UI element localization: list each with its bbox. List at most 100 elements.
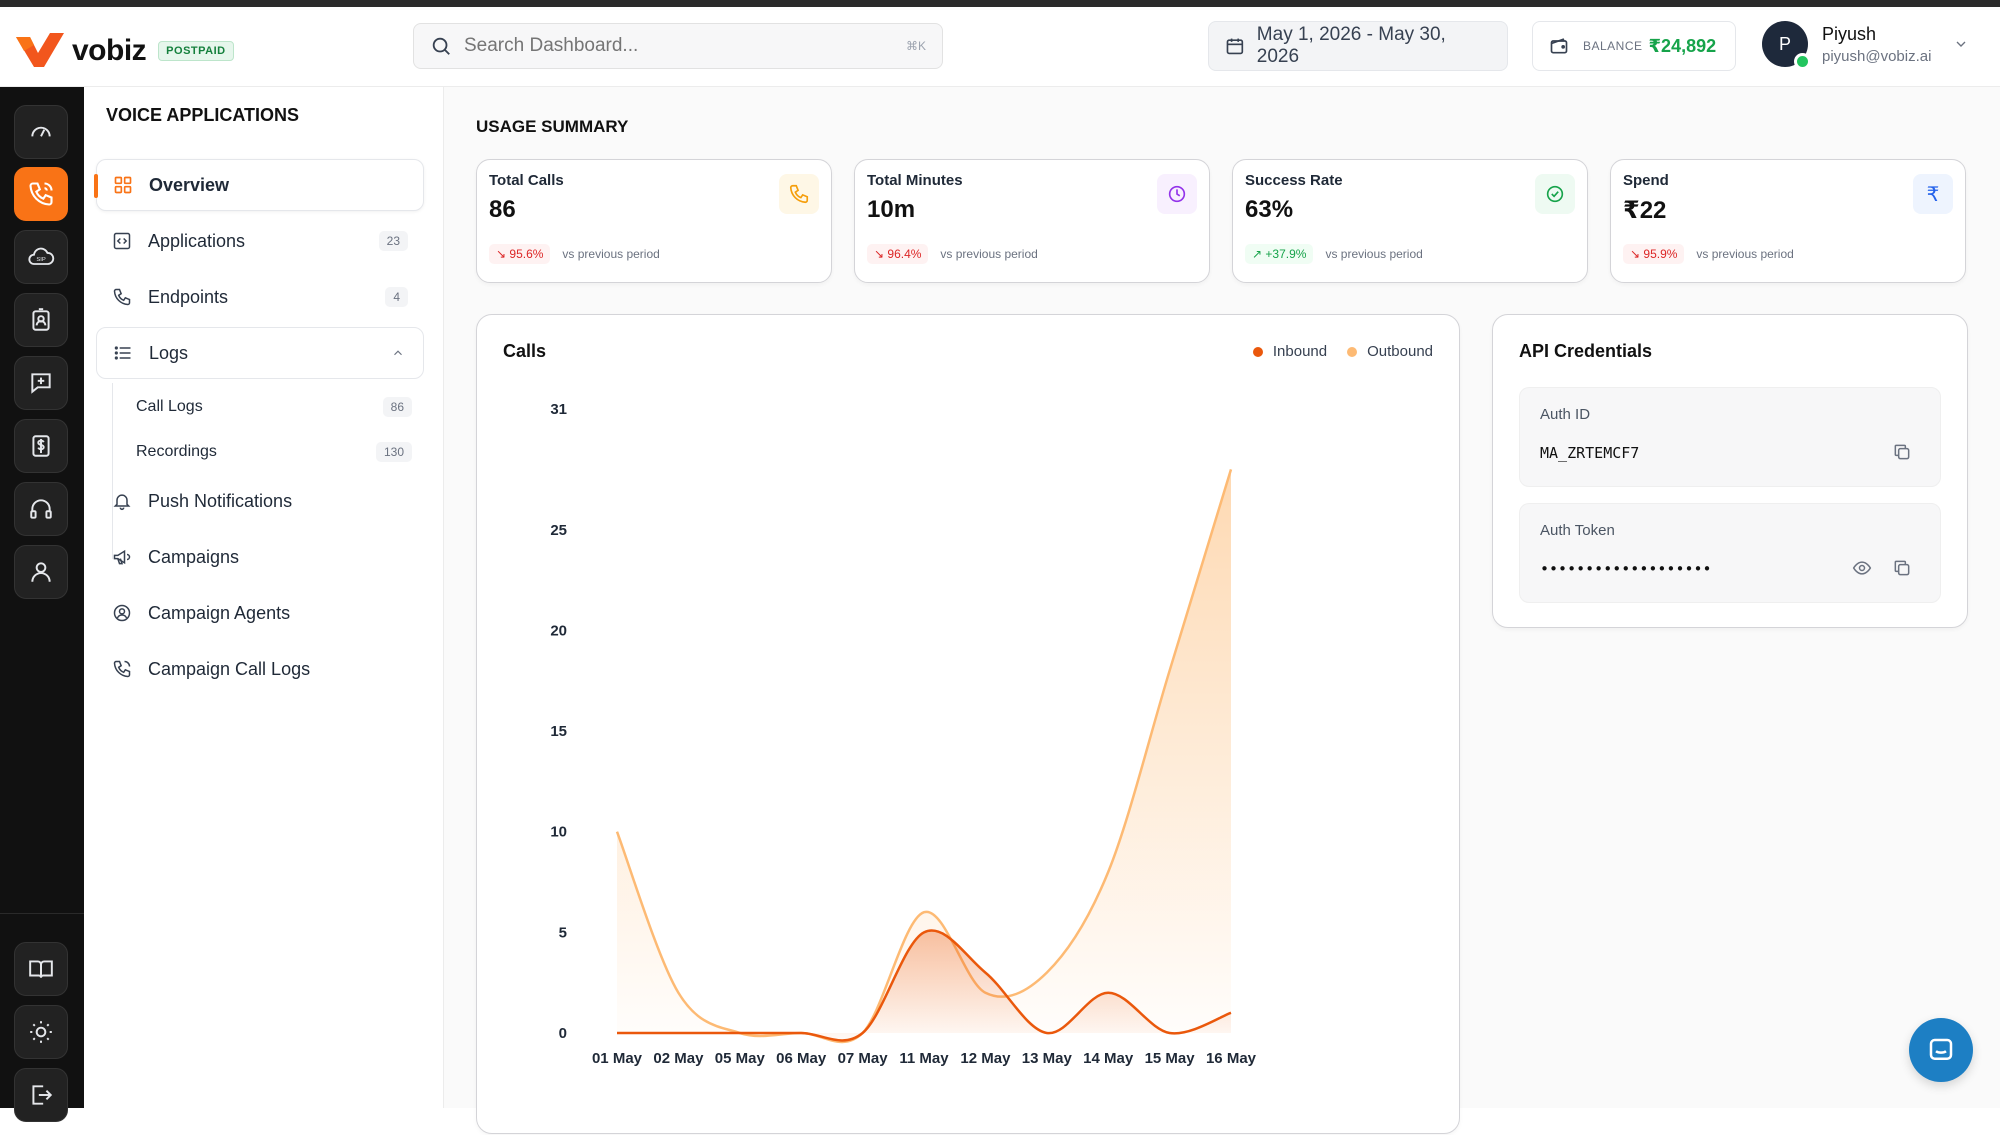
- data-point-outbound[interactable]: [1164, 665, 1176, 677]
- rail-messages[interactable]: [14, 356, 68, 410]
- logout-icon: [32, 1085, 53, 1105]
- svg-text:SIP: SIP: [36, 257, 46, 263]
- nav-item-overview[interactable]: Overview: [94, 159, 424, 211]
- rail-account[interactable]: [14, 545, 68, 599]
- clock-icon: [1168, 185, 1186, 203]
- nav-item-logs[interactable]: Logs: [96, 327, 424, 379]
- data-point-outbound[interactable]: [611, 826, 623, 838]
- legend-dot: [1347, 346, 1358, 357]
- brand-logo[interactable]: vobiz POSTPAID: [16, 31, 234, 71]
- data-point-outbound[interactable]: [672, 987, 684, 999]
- nav-item-label: Logs: [149, 342, 189, 363]
- eye-icon[interactable]: [1852, 558, 1872, 578]
- rail-theme[interactable]: [14, 1005, 68, 1059]
- usage-summary-title: USAGE SUMMARY: [476, 117, 629, 136]
- auth-id-value[interactable]: MA_ZRTEMCF7: [1540, 444, 1640, 462]
- balance-label: BALANCE: [1583, 39, 1643, 53]
- nav-item-campaign-agents[interactable]: Campaign Agents: [96, 587, 424, 639]
- y-tick-label: 5: [559, 924, 567, 941]
- message-plus-icon: [31, 373, 51, 394]
- stat-icon-box: [1535, 174, 1575, 214]
- data-point-inbound[interactable]: [795, 1027, 807, 1039]
- data-point-inbound[interactable]: [611, 1027, 623, 1039]
- calendar-icon: [1226, 38, 1244, 55]
- stat-icon-box: [779, 174, 819, 214]
- stat-card-success-rate[interactable]: Success Rate 63% ↗ +37.9% vs previous pe…: [1232, 159, 1588, 283]
- y-tick-label: 25: [550, 522, 567, 539]
- subnav-guide-line: [112, 383, 113, 559]
- data-point-inbound[interactable]: [918, 926, 930, 938]
- legend-item-outbound[interactable]: Outbound: [1347, 343, 1433, 360]
- chart-title: Calls: [503, 341, 547, 361]
- copy-icon[interactable]: [1892, 442, 1912, 462]
- support-headset-icon: [30, 499, 52, 519]
- data-point-inbound[interactable]: [1102, 987, 1114, 999]
- trend-caption: vs previous period: [940, 247, 1038, 261]
- trend-badge: ↘ 95.9%: [1623, 244, 1685, 264]
- data-point-outbound[interactable]: [918, 906, 930, 918]
- data-point-outbound[interactable]: [1041, 967, 1053, 979]
- nav-count-badge: 4: [385, 287, 408, 307]
- nav-item-push-notifications[interactable]: Push Notifications: [96, 475, 424, 527]
- data-point-inbound[interactable]: [1041, 1027, 1053, 1039]
- contact-badge-icon: [32, 308, 50, 331]
- date-range-picker[interactable]: May 1, 2026 - May 30, 2026: [1208, 21, 1508, 71]
- nav-item-label: Campaigns: [148, 546, 240, 567]
- rail-sip[interactable]: SIP: [14, 230, 68, 284]
- user-menu[interactable]: P Piyush piyush@vobiz.ai: [1762, 21, 1969, 70]
- nav-item-endpoints[interactable]: Endpoints 4: [96, 271, 424, 323]
- series-line-inbound[interactable]: [617, 929, 1232, 1042]
- data-point-inbound[interactable]: [1225, 1007, 1237, 1019]
- support-chat-button[interactable]: [1909, 1018, 1973, 1082]
- top-header: vobiz POSTPAID ⌘K May 1, 2026 - May 30, …: [0, 7, 2000, 87]
- nav-item-campaigns[interactable]: Campaigns: [96, 531, 424, 583]
- rail-dashboard[interactable]: [14, 105, 68, 159]
- auth-id-field: Auth ID MA_ZRTEMCF7: [1519, 387, 1941, 487]
- nav-subitem-call-logs[interactable]: Call Logs 86: [124, 387, 424, 427]
- stat-label: Success Rate: [1245, 172, 1343, 189]
- balance-widget[interactable]: BALANCE ₹24,892: [1532, 21, 1736, 71]
- data-point-inbound[interactable]: [979, 967, 991, 979]
- stat-card-total-calls[interactable]: Total Calls 86 ↘ 95.6% vs previous perio…: [476, 159, 832, 283]
- nav-item-label: Endpoints: [148, 286, 229, 307]
- data-point-inbound[interactable]: [1164, 1027, 1176, 1039]
- stat-card-spend[interactable]: Spend ₹22 ₹ ↘ 95.9% vs previous period: [1610, 159, 1966, 283]
- online-status-icon: [1794, 53, 1811, 70]
- stat-card-total-minutes[interactable]: Total Minutes 10m ↘ 96.4% vs previous pe…: [854, 159, 1210, 283]
- rail-voice[interactable]: [14, 167, 68, 221]
- stat-icon-box: ₹: [1913, 174, 1953, 214]
- main-content: USAGE SUMMARY Total Calls 86 ↘ 95.6% vs …: [444, 87, 2000, 1134]
- data-point-inbound[interactable]: [672, 1027, 684, 1039]
- plan-badge: POSTPAID: [158, 41, 234, 61]
- rail-support[interactable]: [14, 482, 68, 536]
- copy-icon[interactable]: [1892, 558, 1912, 578]
- series-line-outbound[interactable]: [615, 469, 1233, 1044]
- auth-token-value[interactable]: •••••••••••••••••••: [1540, 560, 1712, 578]
- legend-item-inbound[interactable]: Inbound: [1252, 343, 1327, 360]
- trend-value: 96.4%: [887, 247, 922, 261]
- data-point-outbound[interactable]: [1102, 866, 1114, 878]
- data-point-inbound[interactable]: [734, 1027, 746, 1039]
- nav-item-applications[interactable]: Applications 23: [96, 215, 424, 267]
- brand-name: vobiz: [72, 34, 147, 67]
- rail-contacts[interactable]: [14, 293, 68, 347]
- nav-subitem-recordings[interactable]: Recordings 130: [124, 432, 424, 472]
- data-point-outbound[interactable]: [1225, 463, 1237, 475]
- phone-call-icon: [113, 660, 131, 678]
- chevron-up-icon[interactable]: [391, 346, 405, 360]
- sip-cloud-icon: SIP: [28, 247, 55, 265]
- data-point-inbound[interactable]: [857, 1027, 869, 1039]
- stat-value: 10m: [867, 196, 916, 223]
- stat-value: 86: [489, 196, 516, 223]
- rail-docs[interactable]: [14, 942, 68, 996]
- y-tick-label: 31: [550, 401, 567, 418]
- nav-item-label: Applications: [148, 230, 246, 251]
- nav-item-label: Campaign Call Logs: [148, 658, 311, 679]
- grid-icon: [114, 176, 132, 194]
- rail-logout[interactable]: [14, 1068, 68, 1122]
- nav-item-campaign-call-logs[interactable]: Campaign Call Logs: [96, 643, 424, 695]
- search-bar[interactable]: ⌘K: [413, 23, 943, 69]
- search-input[interactable]: [464, 35, 906, 57]
- chevron-down-icon[interactable]: [1953, 36, 1969, 52]
- rail-billing[interactable]: [14, 419, 68, 473]
